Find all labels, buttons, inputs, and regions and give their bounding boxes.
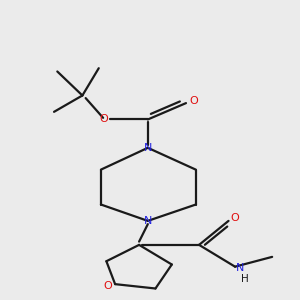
Text: N: N — [236, 263, 244, 273]
Text: H: H — [241, 274, 249, 284]
Text: O: O — [190, 97, 199, 106]
Text: O: O — [99, 114, 108, 124]
Text: N: N — [144, 216, 152, 226]
Text: O: O — [231, 213, 239, 223]
Text: O: O — [103, 281, 112, 291]
Text: N: N — [144, 143, 152, 153]
